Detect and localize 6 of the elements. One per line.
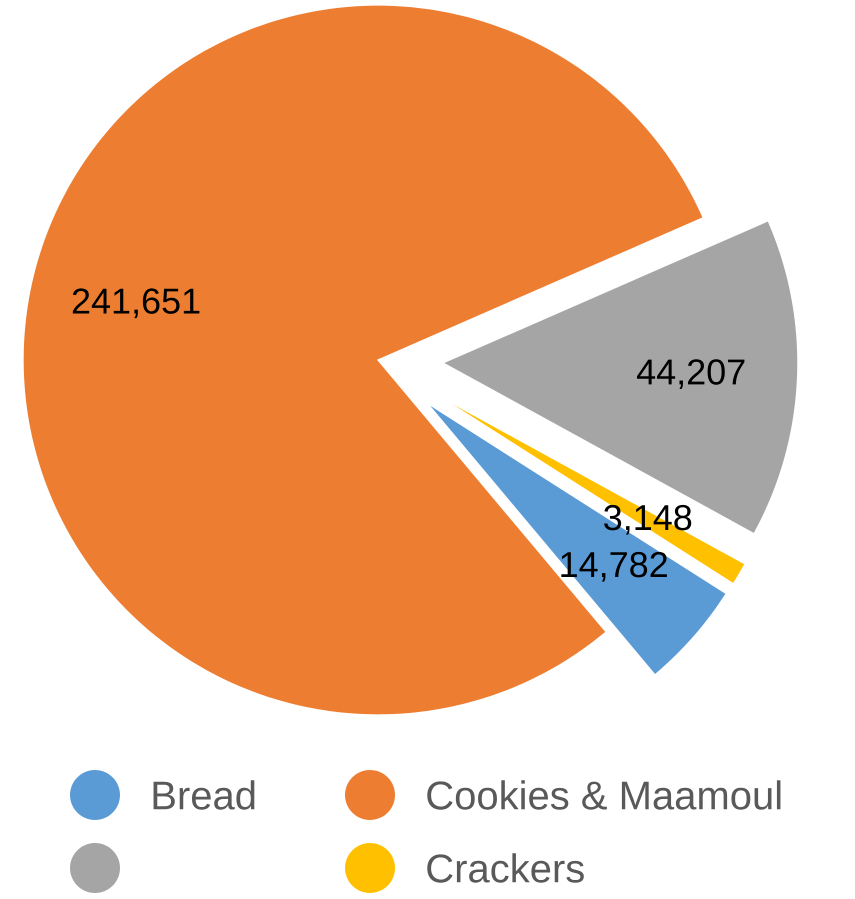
legend-label: Cookies & Maamoul bbox=[427, 780, 780, 810]
data-label: 14,782 bbox=[561, 552, 667, 582]
data-label: 44,207 bbox=[636, 359, 744, 389]
data-label: 241,651 bbox=[72, 288, 200, 318]
legend-label: Bread bbox=[154, 780, 254, 810]
legend-label: Crackers bbox=[427, 853, 584, 883]
